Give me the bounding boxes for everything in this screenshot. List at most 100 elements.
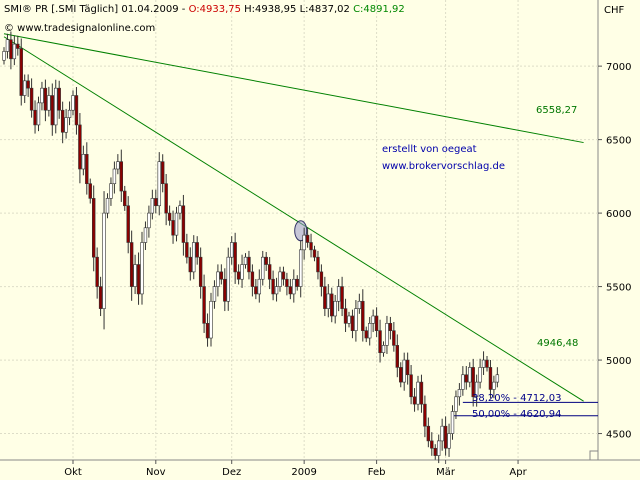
candle-body xyxy=(305,234,310,243)
candle xyxy=(230,236,234,265)
candle xyxy=(274,277,279,302)
header-close: C:4891,92 xyxy=(353,4,405,15)
candle xyxy=(264,251,268,271)
candle xyxy=(74,87,79,135)
candle xyxy=(192,235,196,280)
candle-body xyxy=(9,39,13,60)
currency-label: CHF xyxy=(604,5,625,16)
candle xyxy=(405,352,410,385)
candle xyxy=(336,279,341,312)
candle xyxy=(412,388,417,412)
candle xyxy=(40,81,44,111)
candle-body xyxy=(205,323,210,339)
candle-body xyxy=(385,323,389,346)
x-tick-label: 2009 xyxy=(291,467,316,478)
candle xyxy=(19,38,23,106)
candle xyxy=(430,432,434,456)
candle xyxy=(278,266,282,292)
candle-body xyxy=(447,433,451,449)
candle-body xyxy=(22,80,27,96)
candle xyxy=(395,334,399,378)
candle-body xyxy=(233,242,237,273)
candle xyxy=(254,279,258,300)
candle-body xyxy=(285,278,289,287)
candle-body xyxy=(474,381,479,398)
candle-body xyxy=(209,300,213,339)
candle-body xyxy=(26,80,30,89)
candle xyxy=(392,322,396,352)
candle xyxy=(250,264,255,297)
candle xyxy=(126,196,130,254)
candle-body xyxy=(426,425,431,442)
candle xyxy=(468,362,472,388)
candle-body xyxy=(395,345,399,368)
candle xyxy=(116,154,120,175)
candle-body xyxy=(257,278,261,295)
candle-body xyxy=(357,300,362,309)
candle-body xyxy=(416,381,420,405)
candle-body xyxy=(323,286,327,309)
candle-body xyxy=(102,212,106,309)
candle xyxy=(112,161,117,194)
candle xyxy=(461,366,465,396)
candle-body xyxy=(36,102,41,126)
candle xyxy=(323,276,327,317)
trendline-upper xyxy=(3,33,584,144)
candle-body xyxy=(430,440,434,449)
candle xyxy=(267,257,272,290)
candle xyxy=(326,284,330,318)
candle-body xyxy=(281,271,286,280)
y-tick-label: 6500 xyxy=(606,136,631,147)
candle xyxy=(226,247,230,311)
candle xyxy=(167,205,172,226)
source-label: © www.tradesignalonline.com xyxy=(4,23,156,34)
candle-body xyxy=(171,220,175,236)
candle-body xyxy=(105,198,110,214)
candle-body xyxy=(178,205,182,214)
candle xyxy=(488,359,493,399)
header-hlc: H:4938,95 L:4837,02 xyxy=(240,4,354,15)
candle xyxy=(433,444,437,460)
candle xyxy=(60,101,65,144)
candle-body xyxy=(312,249,317,258)
candle-body xyxy=(488,367,493,390)
candle xyxy=(419,374,424,413)
candle-body xyxy=(367,323,372,339)
candle xyxy=(309,233,313,258)
candle xyxy=(357,293,362,314)
candle xyxy=(281,266,286,286)
candle-body xyxy=(381,345,386,354)
candle xyxy=(450,405,455,440)
candle xyxy=(261,250,265,286)
candle-body xyxy=(388,323,393,331)
candle xyxy=(426,417,431,448)
candle-body xyxy=(167,212,172,221)
candle xyxy=(457,383,462,406)
candle xyxy=(36,96,41,132)
candle-body xyxy=(405,359,410,376)
candle xyxy=(285,272,289,296)
candle-body xyxy=(54,87,58,126)
candle-body xyxy=(92,198,96,258)
candle-body xyxy=(74,95,79,126)
candle-body xyxy=(123,190,127,207)
candle xyxy=(119,149,124,202)
candle-body xyxy=(436,440,441,456)
candle xyxy=(464,366,468,390)
candle-body xyxy=(67,109,72,118)
candles xyxy=(2,31,500,464)
candle-body xyxy=(419,381,424,405)
candle xyxy=(495,367,500,388)
candle xyxy=(16,35,20,56)
upper-trend-label: 6558,27 xyxy=(536,105,578,116)
candle xyxy=(57,80,61,119)
candle xyxy=(474,374,479,407)
candle-body xyxy=(247,256,251,273)
candle-body xyxy=(57,87,61,111)
candle xyxy=(367,317,372,346)
candle xyxy=(185,233,189,264)
candle-body xyxy=(2,51,6,61)
candle xyxy=(195,236,199,265)
